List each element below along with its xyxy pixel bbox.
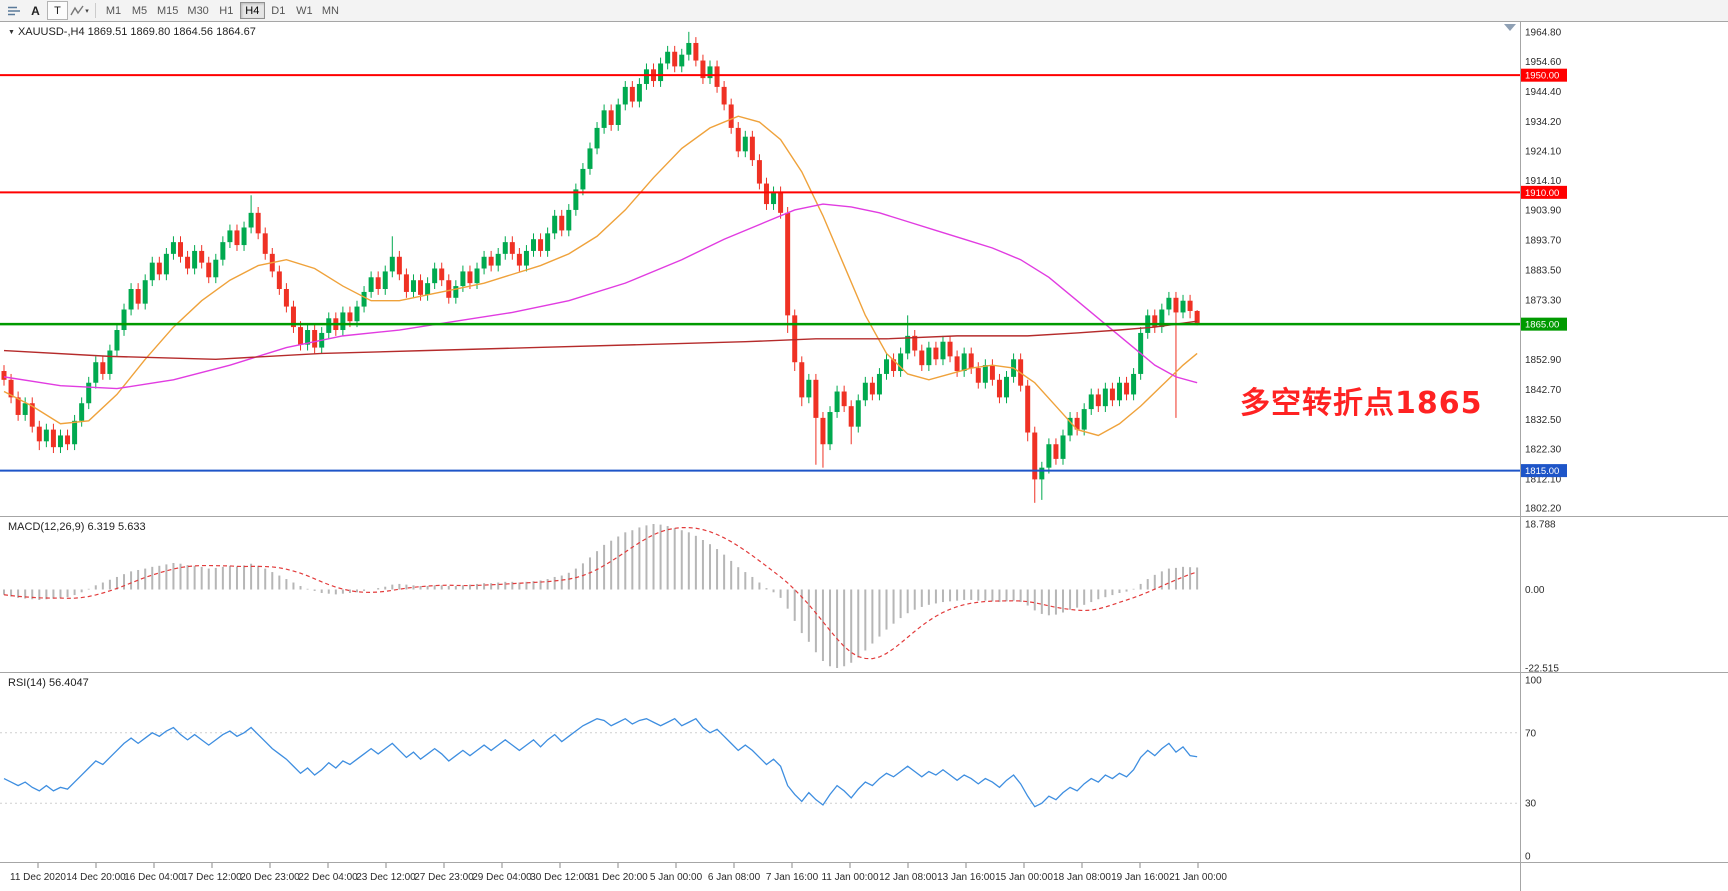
time-axis[interactable] [0, 863, 1520, 891]
svg-text:27 Dec 23:00: 27 Dec 23:00 [414, 872, 474, 883]
symbol-dropdown-icon[interactable]: ▼ [8, 29, 15, 36]
toolbar: A T ▾ M1 M5 M15 M30 H1 H4 D1 W1 MN [0, 0, 1728, 21]
dropdown-caret-icon: ▾ [85, 7, 89, 15]
svg-text:1924.10: 1924.10 [1525, 147, 1562, 158]
svg-text:30 Dec 12:00: 30 Dec 12:00 [530, 872, 590, 883]
svg-text:1832.50: 1832.50 [1525, 415, 1562, 426]
svg-text:1842.70: 1842.70 [1525, 385, 1562, 396]
svg-text:7 Jan 16:00: 7 Jan 16:00 [766, 872, 819, 883]
svg-text:1815.00: 1815.00 [1525, 466, 1559, 477]
svg-text:6 Jan 08:00: 6 Jan 08:00 [708, 872, 761, 883]
svg-text:5 Jan 00:00: 5 Jan 00:00 [650, 872, 703, 883]
svg-text:16 Dec 04:00: 16 Dec 04:00 [124, 872, 184, 883]
svg-text:1812.10: 1812.10 [1525, 475, 1562, 486]
svg-text:19 Jan 16:00: 19 Jan 16:00 [1111, 872, 1169, 883]
zigzag-icon [70, 5, 84, 15]
price-axis[interactable] [1520, 21, 1728, 891]
svg-text:1893.70: 1893.70 [1525, 236, 1562, 247]
timeframe-button-m30[interactable]: M30 [183, 2, 212, 19]
svg-text:1934.20: 1934.20 [1525, 117, 1562, 128]
svg-text:11 Dec 2020: 11 Dec 2020 [10, 872, 66, 883]
svg-text:17 Dec 12:00: 17 Dec 12:00 [182, 872, 242, 883]
svg-text:20 Dec 23:00: 20 Dec 23:00 [240, 872, 300, 883]
svg-text:15 Jan 00:00: 15 Jan 00:00 [995, 872, 1053, 883]
svg-text:29 Dec 04:00: 29 Dec 04:00 [472, 872, 532, 883]
svg-text:13 Jan 16:00: 13 Jan 16:00 [937, 872, 995, 883]
toolbar-separator [95, 3, 96, 18]
svg-text:30: 30 [1525, 799, 1537, 810]
svg-text:1954.60: 1954.60 [1525, 57, 1562, 68]
svg-text:1873.30: 1873.30 [1525, 295, 1562, 306]
timeframe-button-mn[interactable]: MN [318, 2, 343, 19]
symbol-ohlc-text: XAUUSD-,H4 1869.51 1869.80 1864.56 1864.… [17, 26, 256, 38]
svg-text:1865.00: 1865.00 [1525, 320, 1559, 331]
rsi-label: RSI(14) 56.4047 [8, 677, 89, 689]
svg-text:1914.10: 1914.10 [1525, 176, 1562, 187]
timeframe-button-m1[interactable]: M1 [101, 2, 126, 19]
timeframe-button-d1[interactable]: D1 [266, 2, 291, 19]
macd-label: MACD(12,26,9) 6.319 5.633 [8, 521, 146, 533]
svg-text:21 Jan 00:00: 21 Jan 00:00 [1169, 872, 1227, 883]
svg-text:1964.80: 1964.80 [1525, 27, 1562, 38]
text-box-tool-button[interactable]: T [47, 1, 68, 20]
svg-text:14 Dec 20:00: 14 Dec 20:00 [66, 872, 126, 883]
svg-text:11 Jan 00:00: 11 Jan 00:00 [821, 872, 879, 883]
svg-text:18.788: 18.788 [1525, 520, 1556, 531]
svg-text:0.00: 0.00 [1525, 585, 1545, 596]
svg-text:1802.20: 1802.20 [1525, 504, 1562, 515]
svg-text:1944.40: 1944.40 [1525, 87, 1562, 98]
svg-text:12 Jan 08:00: 12 Jan 08:00 [879, 872, 937, 883]
text-label-tool-button[interactable]: A [25, 1, 46, 20]
svg-text:1883.50: 1883.50 [1525, 265, 1562, 276]
chart-annotation[interactable]: 多空转折点1865 [1240, 386, 1483, 421]
svg-text:23 Dec 12:00: 23 Dec 12:00 [356, 872, 416, 883]
svg-text:1910.00: 1910.00 [1525, 188, 1559, 199]
svg-text:100: 100 [1525, 676, 1542, 687]
svg-text:31 Dec 20:00: 31 Dec 20:00 [588, 872, 648, 883]
indicator-list-button[interactable] [3, 1, 24, 20]
text-label-icon: A [31, 3, 40, 18]
chart-symbol-title: ▼ XAUUSD-,H4 1869.51 1869.80 1864.56 1864… [8, 26, 256, 38]
timeframe-button-h1[interactable]: H1 [214, 2, 239, 19]
svg-text:1852.90: 1852.90 [1525, 355, 1562, 366]
text-box-icon: T [54, 4, 61, 17]
svg-text:1822.30: 1822.30 [1525, 445, 1562, 456]
svg-text:22 Dec 04:00: 22 Dec 04:00 [298, 872, 358, 883]
indicator-list-icon [7, 6, 20, 15]
svg-text:0: 0 [1525, 852, 1531, 863]
timeframe-button-w1[interactable]: W1 [292, 2, 317, 19]
svg-text:70: 70 [1525, 728, 1537, 739]
timeframe-button-m5[interactable]: M5 [127, 2, 152, 19]
timeframe-button-m15[interactable]: M15 [153, 2, 182, 19]
svg-text:-22.515: -22.515 [1525, 664, 1559, 675]
polyline-tool-button[interactable]: ▾ [69, 1, 90, 20]
svg-text:1903.90: 1903.90 [1525, 206, 1562, 217]
svg-text:1950.00: 1950.00 [1525, 71, 1559, 82]
svg-text:18 Jan 08:00: 18 Jan 08:00 [1053, 872, 1111, 883]
timeframe-button-h4[interactable]: H4 [239, 2, 265, 19]
